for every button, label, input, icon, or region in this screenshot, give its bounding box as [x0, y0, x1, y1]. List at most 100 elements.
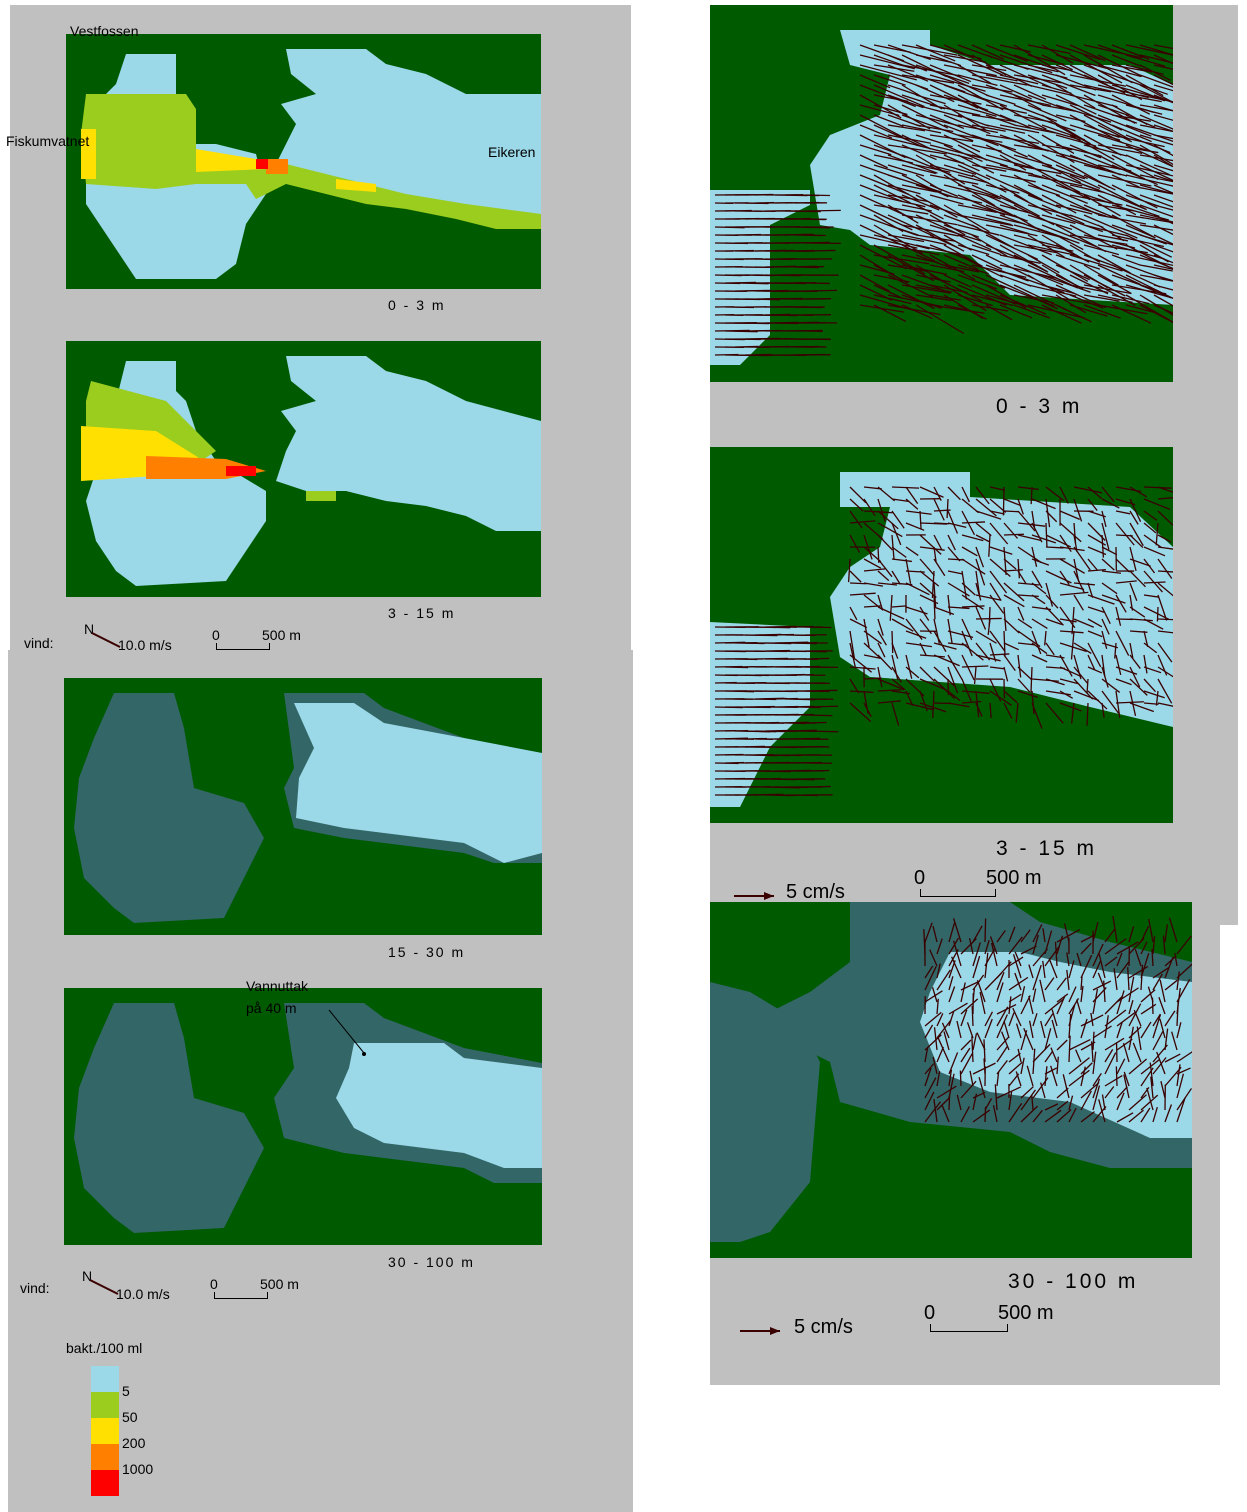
current-arrow — [1069, 304, 1108, 317]
current-arrow — [1045, 702, 1064, 724]
current-arrow — [1101, 510, 1107, 528]
current-arrow — [1069, 144, 1102, 159]
current-arrow — [1056, 1100, 1069, 1111]
current-arrow — [957, 134, 1003, 143]
current-arrow — [1027, 244, 1076, 256]
wind-label: vind: — [24, 635, 54, 651]
current-arrow — [996, 972, 1005, 991]
current-arrow — [1097, 144, 1143, 154]
current-arrow — [1098, 953, 1106, 979]
current-arrow — [1055, 154, 1106, 171]
current-arrow — [1055, 294, 1087, 314]
current-arrow — [891, 630, 894, 654]
current-arrow — [996, 982, 1004, 1003]
current-arrow — [1041, 204, 1085, 225]
current-arrow — [929, 124, 974, 142]
current-arrow — [1045, 486, 1065, 502]
current-arrow — [877, 700, 901, 704]
current-arrow — [1076, 952, 1082, 967]
current-arrow — [936, 1046, 944, 1063]
current-arrow — [971, 254, 1003, 270]
current-arrow — [1017, 558, 1021, 579]
current-arrow — [1031, 630, 1042, 655]
current-arrow — [1050, 1065, 1058, 1087]
current-arrow — [859, 274, 891, 292]
current-vectors — [714, 486, 1173, 797]
scale-zero-d: 0 — [924, 1302, 936, 1324]
current-arrow — [1087, 666, 1103, 674]
current-arrow — [877, 522, 903, 538]
current-arrow — [1111, 94, 1151, 115]
current-arrow — [1153, 124, 1173, 132]
current-arrow — [971, 44, 1005, 60]
current-arrow — [971, 124, 1006, 132]
current-arrow — [1139, 304, 1173, 324]
current-arrow — [1104, 1009, 1127, 1027]
current-arrow — [961, 582, 976, 596]
current-arrow — [1003, 533, 1025, 536]
current-arrow — [943, 114, 991, 135]
current-arrow — [1027, 114, 1076, 132]
current-arrow — [905, 522, 925, 531]
current-arrow — [1045, 510, 1058, 523]
current-arrow — [1031, 558, 1050, 566]
current-arrow — [931, 987, 938, 1003]
current-arrow — [873, 224, 923, 255]
current-arrow — [915, 194, 958, 218]
legend-title: bakt./100 ml — [66, 1340, 143, 1356]
current-arrow — [1101, 486, 1115, 503]
current-arrow — [943, 64, 997, 77]
current-arrow — [1003, 654, 1016, 672]
current-arrow — [1001, 1031, 1010, 1051]
current-arrow — [999, 194, 1041, 217]
current-arrow — [999, 254, 1041, 265]
current-arrow — [804, 194, 830, 197]
current-arrow — [1139, 84, 1172, 102]
current-arrow — [915, 94, 946, 105]
current-arrow — [1041, 164, 1086, 180]
current-arrow — [1017, 510, 1036, 532]
current-arrow — [966, 1022, 974, 1039]
current-arrow — [957, 124, 999, 134]
scale-zero-2: 0 — [210, 1276, 218, 1292]
current-arrow — [887, 194, 928, 203]
current-arrow — [1044, 1028, 1052, 1051]
current-arrow — [1157, 570, 1173, 573]
current-arrow — [1140, 989, 1156, 1003]
current-arrow — [1071, 702, 1075, 724]
current-arrow — [987, 618, 991, 636]
current-arrow — [905, 498, 919, 510]
current-arrow — [859, 144, 892, 156]
current-arrow — [1164, 1066, 1182, 1087]
current-arrow — [1027, 94, 1065, 110]
current-arrow — [1125, 74, 1164, 97]
current-arrow — [1098, 1099, 1106, 1123]
current-arrow — [1031, 702, 1043, 729]
current-arrow — [1140, 1094, 1159, 1111]
current-arrow — [1128, 976, 1135, 1003]
water-cur-1 — [810, 30, 1173, 305]
current-arrow — [859, 104, 900, 117]
current-arrow — [1111, 264, 1161, 288]
current-arrow — [975, 690, 980, 718]
current-arrow — [943, 44, 974, 59]
current-arrow — [1003, 582, 1025, 602]
current-arrow — [877, 594, 884, 611]
current-arrow — [863, 568, 886, 572]
current-arrow — [1041, 104, 1076, 112]
current-arrow — [1051, 1019, 1058, 1039]
current-arrow — [1104, 1074, 1123, 1087]
current-arrow — [1041, 74, 1096, 97]
current-arrow — [1097, 104, 1130, 117]
current-arrow — [994, 1084, 998, 1111]
current-arrow — [1146, 1087, 1154, 1111]
map-3-15m-shapes — [81, 356, 541, 586]
current-arrow — [971, 94, 1008, 107]
current-arrow — [849, 702, 872, 722]
current-arrow — [957, 154, 995, 174]
current-arrow — [1059, 522, 1082, 543]
current-arrow — [1080, 942, 1092, 955]
current-arrow — [1153, 164, 1173, 172]
current-arrow — [915, 44, 956, 62]
current-arrow — [999, 54, 1053, 74]
